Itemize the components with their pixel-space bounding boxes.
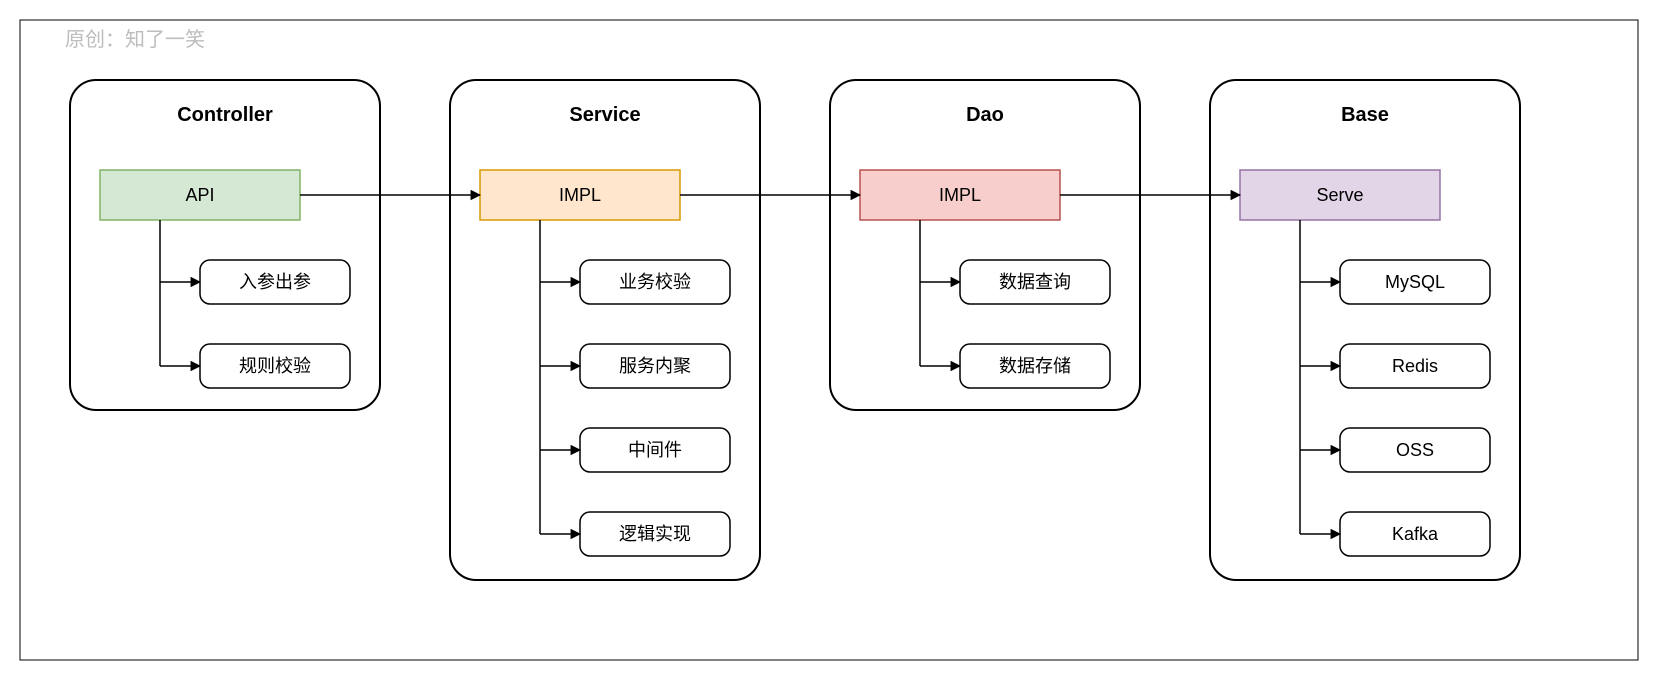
layer-service-child-1-label: 服务内聚 bbox=[619, 356, 691, 376]
layer-service-child-0-label: 业务校验 bbox=[619, 272, 691, 292]
layer-dao-child-0-label: 数据查询 bbox=[999, 272, 1071, 292]
layer-service-title: Service bbox=[569, 104, 640, 126]
layer-service-topbox-label: IMPL bbox=[559, 185, 601, 205]
layer-dao-topbox-label: IMPL bbox=[939, 185, 981, 205]
layer-controller-child-0-label: 入参出参 bbox=[239, 272, 311, 292]
layer-base-topbox-label: Serve bbox=[1316, 185, 1363, 205]
layer-service-child-2-label: 中间件 bbox=[628, 440, 682, 460]
layer-base-title: Base bbox=[1341, 104, 1389, 126]
layer-base-child-2-label: OSS bbox=[1396, 440, 1434, 460]
layer-controller-child-1-label: 规则校验 bbox=[239, 356, 311, 376]
layer-controller-topbox-label: API bbox=[185, 185, 214, 205]
layer-base-child-3-label: Kafka bbox=[1392, 524, 1439, 544]
watermark-text: 原创：知了一笑 bbox=[65, 28, 205, 51]
layer-controller-title: Controller bbox=[177, 104, 273, 126]
layer-base-child-1-label: Redis bbox=[1392, 356, 1438, 376]
layer-base-child-0-label: MySQL bbox=[1385, 272, 1445, 292]
layer-dao-child-1-label: 数据存储 bbox=[999, 356, 1071, 376]
layer-dao-title: Dao bbox=[966, 104, 1004, 126]
layer-service-child-3-label: 逻辑实现 bbox=[619, 524, 691, 544]
